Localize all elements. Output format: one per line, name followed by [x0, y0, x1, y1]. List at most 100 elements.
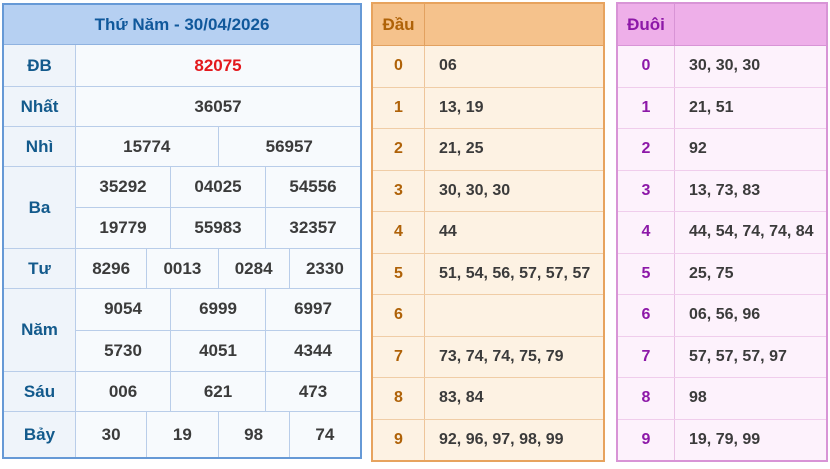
duoi-digit: 5: [618, 253, 675, 294]
duoi-row: 5 25, 75: [618, 252, 826, 294]
dau-row: 6: [373, 294, 603, 336]
prize-line: 82075: [76, 45, 360, 86]
prize-value: 82075: [76, 45, 360, 86]
prize-line: 30 19 98 74: [76, 412, 360, 457]
duoi-rows: 0 30, 30, 30 1 21, 51 2 92 3 13, 73, 83 4 44, 54,…: [618, 46, 826, 460]
duoi-header-row: Đuôi: [618, 4, 826, 46]
prize-line: 35292 04025 54556: [76, 167, 360, 207]
prize-value: 6997: [265, 289, 360, 330]
duoi-digit: 9: [618, 419, 675, 460]
prize-value: 15774: [76, 127, 218, 166]
prize-value: 74: [288, 412, 360, 457]
dau-row: 5 51, 54, 56, 57, 57, 57: [373, 252, 603, 294]
dau-digit: 9: [373, 419, 425, 460]
dau-values: 73, 74, 74, 75, 79: [439, 347, 564, 365]
prize-value: 2330: [288, 249, 360, 288]
duoi-row: 1 21, 51: [618, 86, 826, 128]
duoi-digit: 3: [618, 170, 675, 211]
prize-value: 473: [265, 372, 360, 411]
duoi-header-label: Đuôi: [618, 4, 675, 45]
prize-value: 19: [146, 412, 218, 457]
duoi-row: 3 13, 73, 83: [618, 169, 826, 211]
prize-values: 8296 0013 0284 2330: [76, 249, 360, 288]
prize-line: 15774 56957: [76, 127, 360, 166]
prize-value: 4051: [170, 330, 265, 371]
dau-header-label: Đầu: [373, 4, 425, 45]
dau-values: 51, 54, 56, 57, 57, 57: [439, 264, 591, 282]
duoi-values: 21, 51: [689, 98, 734, 116]
prize-label: Sáu: [4, 372, 76, 411]
prize-label: Bảy: [4, 412, 76, 457]
prize-label: Nhất: [4, 87, 76, 126]
duoi-digit: 4: [618, 212, 675, 253]
prize-label: ĐB: [4, 45, 76, 86]
prize-row: ĐB 82075: [4, 45, 360, 86]
duoi-values: 06, 56, 96: [689, 306, 761, 324]
prize-row: Nhất 36057: [4, 86, 360, 126]
dau-digit: 3: [373, 170, 425, 211]
duoi-digit: 2: [618, 129, 675, 170]
dau-values: 21, 25: [439, 140, 484, 158]
dau-row: 2 21, 25: [373, 128, 603, 170]
duoi-row: 9 19, 79, 99: [618, 418, 826, 460]
dau-row: 4 44: [373, 211, 603, 253]
prize-value: 36057: [76, 87, 360, 126]
dau-rows: 0 06 1 13, 19 2 21, 25 3 30, 30, 30 4 44 5 51, 54, …: [373, 46, 603, 460]
prize-value: 621: [170, 372, 265, 411]
dau-digit: 7: [373, 336, 425, 377]
dau-digit: 5: [373, 253, 425, 294]
prize-line: 36057: [76, 87, 360, 126]
prize-value: 32357: [265, 208, 360, 248]
prize-row: Năm 9054 6999 6997 5730 4051 4344: [4, 288, 360, 371]
prize-value: 9054: [76, 289, 170, 330]
duoi-digit: 7: [618, 336, 675, 377]
prize-row: Tư 8296 0013 0284 2330: [4, 248, 360, 288]
prize-line: 8296 0013 0284 2330: [76, 249, 360, 288]
dau-digit: 0: [373, 46, 425, 87]
duoi-digit: 6: [618, 295, 675, 336]
prize-line: 19779 55983 32357: [76, 207, 360, 248]
prize-values: 15774 56957: [76, 127, 360, 166]
prize-value: 55983: [170, 208, 265, 248]
duoi-row: 0 30, 30, 30: [618, 46, 826, 87]
dau-values: 83, 84: [439, 389, 484, 407]
prize-values: 36057: [76, 87, 360, 126]
prize-value: 56957: [217, 127, 360, 166]
dau-values: 13, 19: [439, 98, 484, 116]
prize-values: 006 621 473: [76, 372, 360, 411]
duoi-row: 2 92: [618, 128, 826, 170]
dau-digit: 2: [373, 129, 425, 170]
prize-values: 35292 04025 54556 19779 55983 32357: [76, 167, 360, 248]
prize-line: 5730 4051 4344: [76, 329, 360, 371]
dau-values: 44: [439, 223, 457, 241]
prize-value: 0284: [217, 249, 289, 288]
dau-values: 06: [439, 57, 457, 75]
dau-row: 1 13, 19: [373, 86, 603, 128]
prize-value: 19779: [76, 208, 170, 248]
prize-row: Ba 35292 04025 54556 19779 55983 32357: [4, 166, 360, 248]
prize-value: 006: [76, 372, 170, 411]
prize-value: 54556: [265, 167, 360, 207]
results-table: Thứ Năm - 30/04/2026 ĐB 82075 Nhất 36057 Nhì…: [2, 3, 362, 459]
dau-table: Đầu 0 06 1 13, 19 2 21, 25 3 30, 30, 30 4 44 5 51, …: [371, 2, 605, 462]
duoi-digit: 0: [618, 46, 675, 87]
dau-row: 0 06: [373, 46, 603, 87]
prize-values: 9054 6999 6997 5730 4051 4344: [76, 289, 360, 371]
prize-label: Ba: [4, 167, 76, 248]
dau-digit: 8: [373, 378, 425, 419]
dau-header-spacer: [425, 4, 603, 45]
dau-row: 7 73, 74, 74, 75, 79: [373, 335, 603, 377]
dau-digit: 1: [373, 87, 425, 128]
results-date-title: Thứ Năm - 30/04/2026: [4, 5, 360, 45]
prize-label: Năm: [4, 289, 76, 371]
prize-value: 35292: [76, 167, 170, 207]
dau-digit: 6: [373, 295, 425, 336]
dau-row: 9 92, 96, 97, 98, 99: [373, 418, 603, 460]
dau-row: 8 83, 84: [373, 377, 603, 419]
duoi-values: 44, 54, 74, 74, 84: [689, 223, 814, 241]
duoi-values: 25, 75: [689, 264, 734, 282]
duoi-values: 30, 30, 30: [689, 57, 761, 75]
prize-value: 5730: [76, 330, 170, 371]
duoi-row: 6 06, 56, 96: [618, 294, 826, 336]
duoi-header-spacer: [675, 4, 826, 45]
